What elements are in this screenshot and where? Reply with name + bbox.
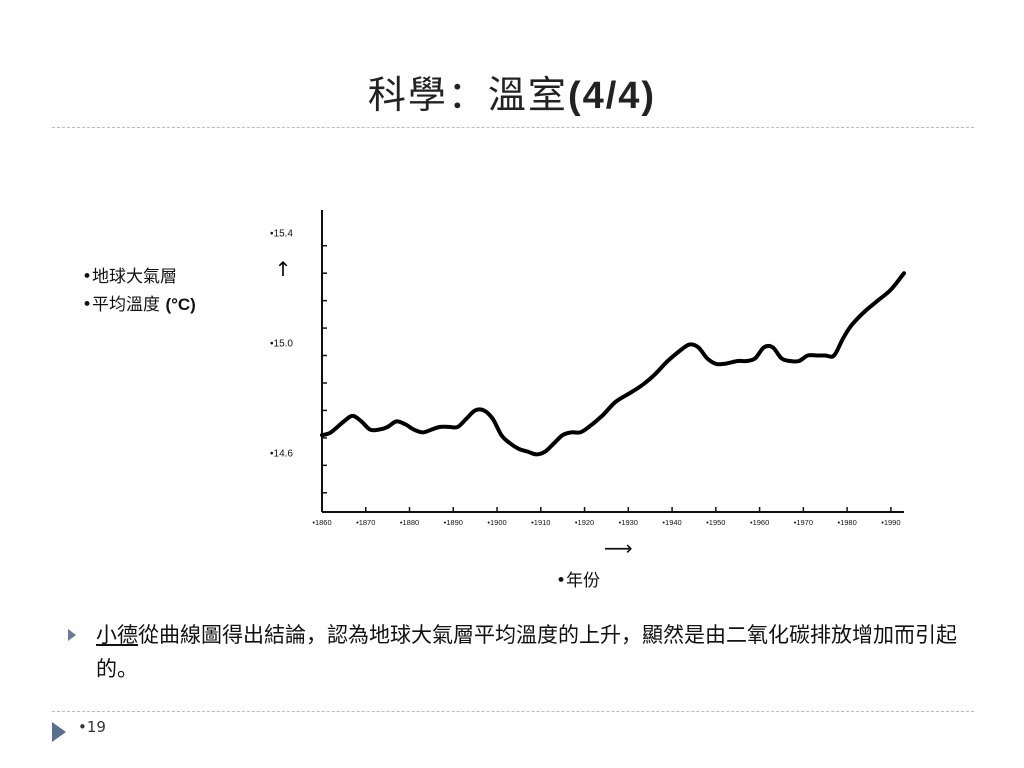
x-axis-label: •年份 — [556, 571, 601, 591]
y-axis-arrow: ↑ — [275, 257, 292, 281]
x-tick-label: •1940 — [662, 518, 681, 527]
x-tick-label: •1890 — [444, 518, 463, 527]
x-tick-label: •1990 — [881, 518, 900, 527]
page-number: •19 — [78, 718, 106, 736]
slide-title: 科學：溫室(4/4) — [0, 64, 1024, 119]
temperature-series-line — [320, 271, 906, 457]
title-number: (4/4) — [567, 75, 657, 117]
conclusion-body: 從曲線圖得出結論，認為地球大氣層平均溫度的上升，顯然是由二氧化碳排放增加而引起的… — [96, 623, 957, 681]
title-text: 科學：溫室 — [367, 73, 568, 117]
x-tick-label: •1980 — [837, 518, 856, 527]
x-tick-label: •1920 — [575, 518, 594, 527]
y-axis-label-line2: •平均溫度 (°C) — [82, 290, 196, 315]
bullet-arrow-icon — [68, 629, 76, 641]
x-tick-label: •1950 — [706, 518, 725, 527]
conclusion-text: 小德從曲線圖得出結論，認為地球大氣層平均溫度的上升，顯然是由二氧化碳排放增加而引… — [96, 618, 976, 686]
y-axis-label-line1: •地球大氣層 — [82, 267, 178, 287]
x-tick-label: •1900 — [487, 518, 506, 527]
x-axis-arrow: ⟶ — [604, 536, 633, 560]
x-tick-label: •1860 — [312, 518, 331, 527]
bottom-divider — [52, 711, 974, 712]
y-tick-label: •15.0 — [270, 339, 293, 350]
x-tick-label: •1960 — [750, 518, 769, 527]
y-tick-label: •15.4 — [270, 229, 293, 240]
page-arrow-icon — [52, 722, 66, 742]
x-tick-label: •1910 — [531, 518, 550, 527]
conclusion-name: 小德 — [96, 623, 138, 647]
x-tick-label: •1880 — [400, 518, 419, 527]
x-tick-label: •1870 — [356, 518, 375, 527]
y-axis-unit: (°C) — [165, 295, 196, 314]
x-tick-label: •1970 — [794, 518, 813, 527]
y-axis-label-text: •平均溫度 — [82, 295, 166, 315]
x-tick-label: •1930 — [619, 518, 638, 527]
top-divider — [52, 127, 974, 128]
y-tick-label: •14.6 — [270, 448, 293, 459]
